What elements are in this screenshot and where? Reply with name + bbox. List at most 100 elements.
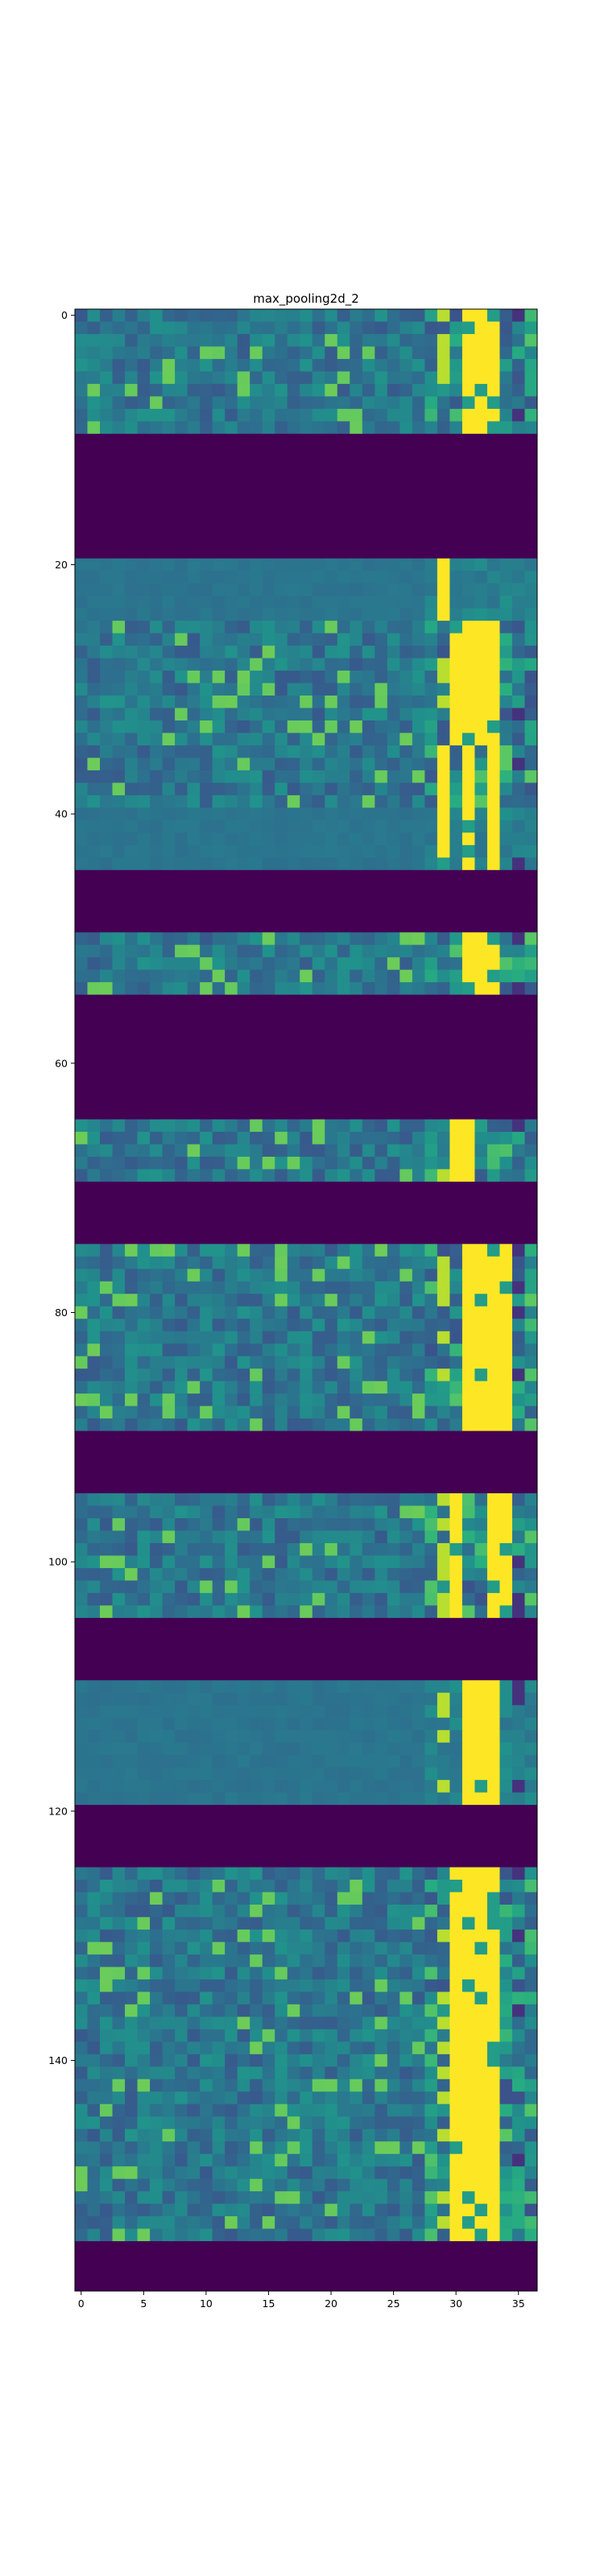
heatmap-cell [474, 1169, 487, 1182]
heatmap-cell [487, 409, 500, 422]
heatmap-cell [163, 1705, 176, 1718]
heatmap-cell [462, 621, 475, 634]
heatmap-cell [524, 1257, 537, 1269]
heatmap-cell [113, 758, 126, 770]
heatmap-cell [200, 2179, 213, 2192]
heatmap-cell [449, 1307, 462, 1319]
heatmap-cell [524, 1319, 537, 1331]
heatmap-cell [474, 2191, 487, 2204]
heatmap-cell [337, 1418, 350, 1431]
heatmap-cell [325, 1693, 337, 1706]
heatmap-cell [125, 782, 138, 795]
heatmap-cell [88, 1368, 101, 1381]
heatmap-cell [499, 1693, 512, 1706]
heatmap-cell [138, 1169, 151, 1182]
heatmap-cell [387, 1730, 400, 1743]
heatmap-cell [138, 1568, 151, 1581]
heatmap-cell [188, 1257, 201, 1269]
heatmap-cell [225, 646, 238, 658]
heatmap-cell [75, 1119, 88, 1132]
heatmap-cell [524, 2229, 537, 2242]
heatmap-cell [100, 1381, 113, 1394]
heatmap-cell [524, 1331, 537, 1344]
heatmap-cell [499, 2179, 512, 2192]
heatmap-cell [437, 1307, 450, 1319]
heatmap-cell [188, 1992, 201, 2004]
heatmap-cell [138, 1693, 151, 1706]
heatmap-cell [337, 1257, 350, 1269]
heatmap-cell [474, 1705, 487, 1718]
heatmap-cell [350, 1157, 362, 1170]
heatmap-cell [188, 807, 201, 820]
heatmap-cell [200, 696, 213, 708]
heatmap-cell [288, 1992, 300, 2004]
heatmap-cell [449, 1244, 462, 1257]
heatmap-cell [487, 1955, 500, 1967]
heatmap-cell [325, 708, 337, 720]
heatmap-cell [512, 384, 525, 397]
heatmap-cell [312, 2216, 325, 2229]
heatmap-cell [175, 2004, 188, 2017]
heatmap-cell [125, 807, 138, 820]
heatmap-cell [275, 932, 288, 945]
heatmap-cell [487, 1967, 500, 1979]
heatmap-cell [474, 371, 487, 384]
heatmap-cell [325, 409, 337, 422]
heatmap-cell [188, 2004, 201, 2017]
heatmap-cell [213, 1530, 226, 1543]
heatmap-cell [188, 1718, 201, 1731]
heatmap-cell [100, 1144, 113, 1157]
zero-row [75, 434, 537, 447]
heatmap-cell [300, 982, 312, 995]
heatmap-cell [499, 1393, 512, 1406]
heatmap-cell [263, 1568, 275, 1581]
heatmap-cell [288, 1493, 300, 1506]
heatmap-cell [263, 2191, 275, 2204]
heatmap-cell [499, 1319, 512, 1331]
heatmap-cell [275, 2179, 288, 2192]
heatmap-cell [499, 1518, 512, 1531]
heatmap-cell [213, 2179, 226, 2192]
heatmap-cell [250, 1406, 263, 1419]
heatmap-cell [337, 384, 350, 397]
heatmap-cell [487, 1593, 500, 1606]
heatmap-cell [75, 1319, 88, 1331]
heatmap-cell [238, 609, 250, 621]
heatmap-cell [163, 2166, 176, 2179]
heatmap-cell [275, 1768, 288, 1781]
heatmap-cell [424, 1543, 437, 1556]
heatmap-cell [300, 1331, 312, 1344]
heatmap-cell [462, 1967, 475, 1979]
heatmap-cell [487, 2091, 500, 2104]
heatmap-cell [225, 1406, 238, 1419]
heatmap-cell [462, 671, 475, 683]
heatmap-cell [300, 2154, 312, 2167]
heatmap-cell [188, 559, 201, 572]
heatmap-cell [88, 2041, 101, 2054]
heatmap-cell [350, 1356, 362, 1369]
heatmap-cell [312, 1880, 325, 1893]
heatmap-cell [449, 1157, 462, 1170]
heatmap-cell [200, 1967, 213, 1979]
heatmap-cell [88, 807, 101, 820]
heatmap-cell [213, 421, 226, 434]
heatmap-cell [350, 1518, 362, 1531]
heatmap-cell [113, 1568, 126, 1581]
heatmap-cell [362, 658, 375, 671]
heatmap-cell [75, 2154, 88, 2167]
heatmap-cell [474, 2154, 487, 2167]
heatmap-cell [375, 1955, 387, 1967]
heatmap-cell [138, 309, 151, 322]
heatmap-cell [288, 1381, 300, 1394]
heatmap-cell [125, 1730, 138, 1743]
heatmap-cell [412, 1368, 425, 1381]
heatmap-cell [113, 1244, 126, 1257]
heatmap-cell [200, 1942, 213, 1955]
heatmap-cell [88, 720, 101, 733]
heatmap-cell [213, 1294, 226, 1307]
heatmap-cell [312, 683, 325, 696]
x-tick-label: 30 [449, 2297, 462, 2310]
heatmap-cell [462, 1755, 475, 1768]
heatmap-cell [512, 1917, 525, 1930]
heatmap-cell [250, 1344, 263, 1356]
